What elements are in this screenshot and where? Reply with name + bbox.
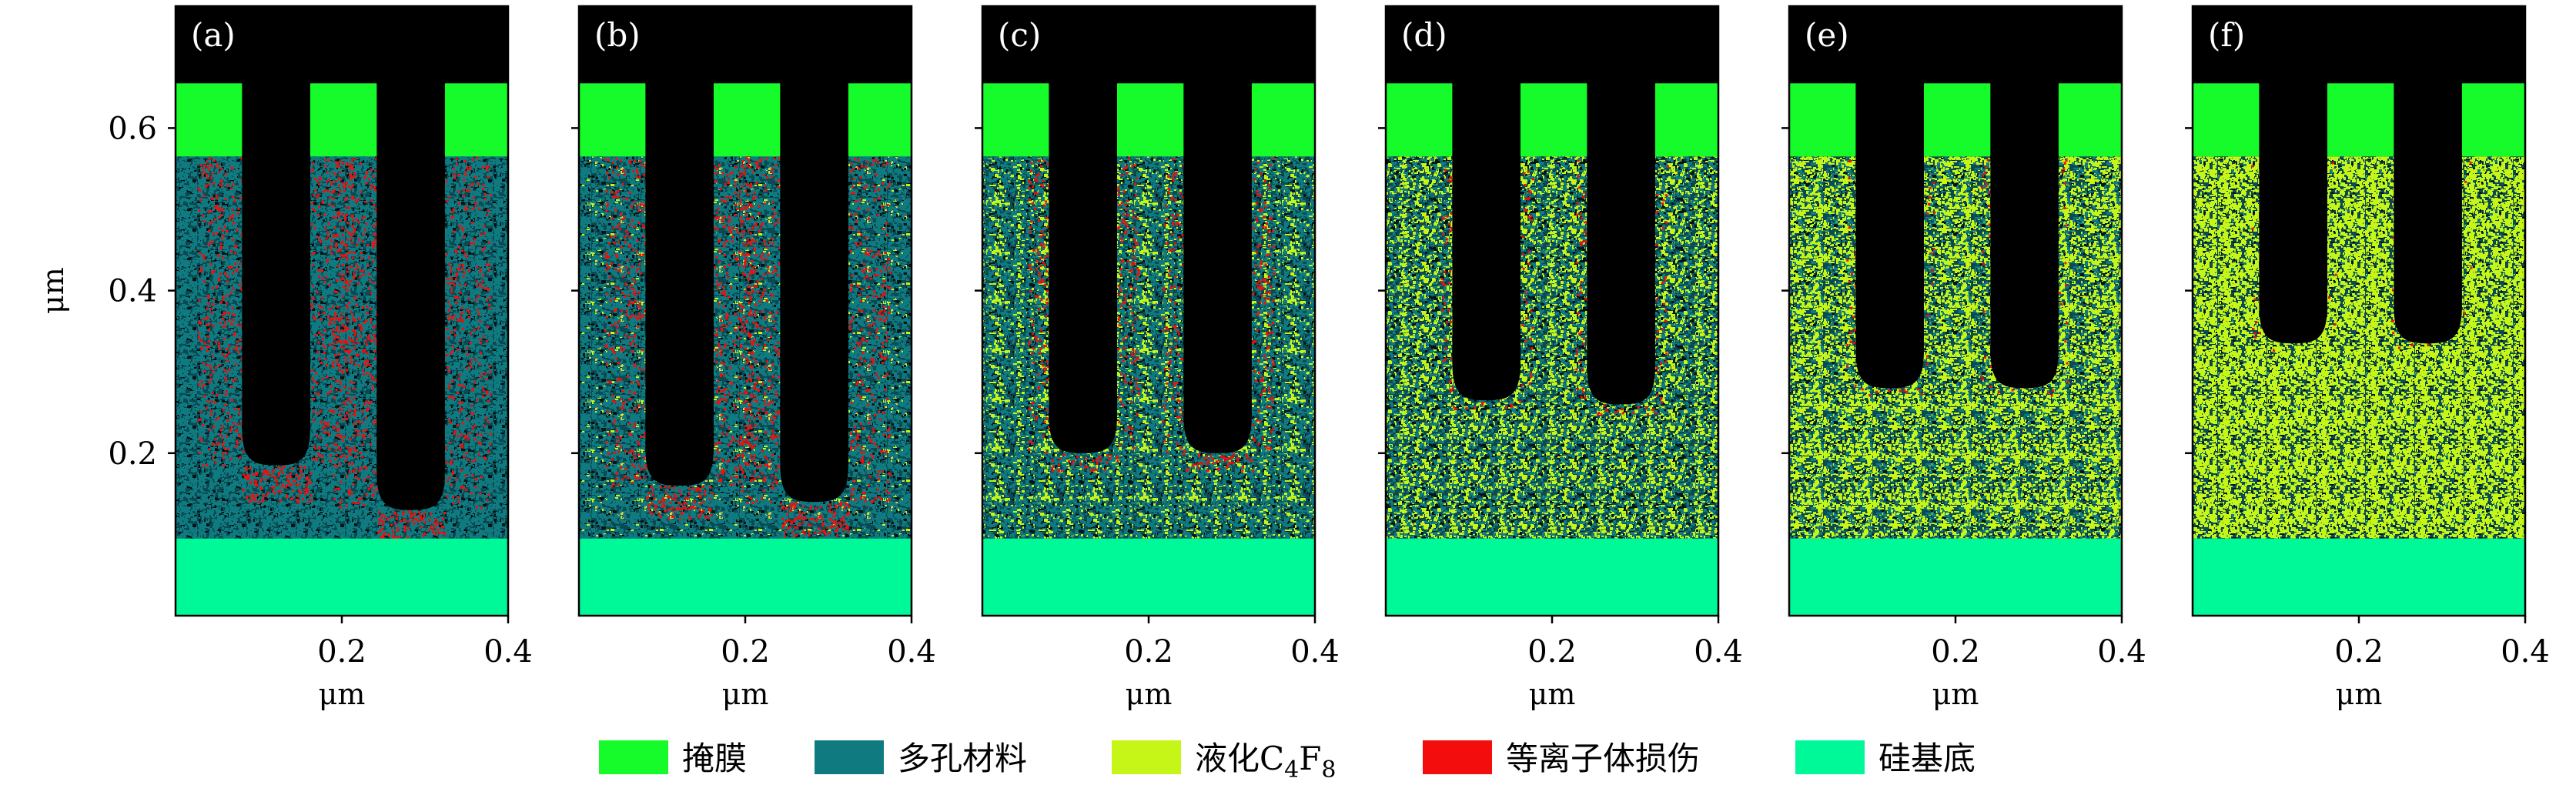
mask-block: [444, 83, 508, 157]
panel-c: (c): [975, 5, 1316, 623]
mask-block: [982, 83, 1049, 157]
x-tick-label: 0.2: [1931, 634, 1980, 670]
x-axis-label: μm: [1932, 677, 1979, 711]
panel-label: (f): [2208, 16, 2245, 54]
panel-f: (f): [2185, 5, 2527, 623]
panel-d: (d): [1378, 5, 1720, 623]
legend-swatch: [815, 740, 884, 774]
mask-block: [579, 83, 646, 157]
panel-e: (e): [1781, 5, 2123, 623]
panel-label: (b): [594, 16, 641, 54]
etched-trench: [645, 155, 714, 486]
mask-block: [1251, 83, 1315, 157]
porous-layer: [2193, 156, 2525, 539]
plasma-damage-dots: [1440, 159, 1669, 416]
legend-item-mask: 掩膜: [599, 740, 747, 777]
legend-label: 等离子体损伤: [1506, 740, 1700, 777]
x-tick-label: 0.4: [2097, 634, 2146, 670]
plasma-damage-dots: [1846, 159, 2069, 397]
substrate-layer: [176, 538, 508, 616]
y-axis-label: μm: [36, 267, 70, 314]
substrate-layer: [2193, 538, 2525, 616]
porous-layer: [1789, 156, 2122, 539]
x-tick-label: 0.4: [483, 634, 533, 670]
y-tick-label: 0.2: [108, 436, 157, 472]
panel-b: (b): [571, 5, 913, 623]
etched-trench: [1587, 155, 1655, 405]
y-tick-label: 0.4: [108, 274, 157, 309]
plasma-damage-dots: [604, 156, 892, 538]
x-tick-label: 0.4: [887, 634, 936, 670]
mask-block: [1923, 83, 1991, 157]
y-tick-label: 0.6: [108, 111, 157, 146]
mask-block: [1520, 83, 1587, 157]
x-tick-label: 0.2: [721, 634, 770, 670]
mask-block: [848, 83, 912, 157]
substrate-layer: [982, 538, 1315, 616]
etched-trench: [1452, 155, 1521, 401]
mask-block: [713, 83, 781, 157]
legend-swatch: [1112, 740, 1181, 774]
etched-trench: [780, 155, 848, 503]
legend-item-porous: 多孔材料: [815, 740, 1027, 777]
mask-block: [1116, 83, 1184, 157]
axis-labels-group: 0.2 0.4 0.6 0.2 0.4 μm 0.2 0.4 μm 0.2 0.4 μm 0.2 0.4 μ…: [36, 111, 2550, 711]
mask-block: [176, 83, 243, 157]
legend-swatch: [1795, 740, 1865, 774]
mask-block: [1654, 83, 1718, 157]
x-tick-label: 0.2: [1527, 634, 1577, 670]
mask-block: [1789, 83, 1856, 157]
x-tick-label: 0.2: [2334, 634, 2384, 670]
panel-label: (d): [1401, 16, 1447, 54]
legend-label: 硅基底: [1878, 740, 1975, 777]
panel-label: (e): [1805, 16, 1849, 54]
legend-label: 液化C4F8: [1195, 740, 1336, 783]
etched-trench: [1990, 155, 2059, 389]
substrate-layer: [1386, 538, 1718, 616]
substrate-layer: [1789, 538, 2122, 616]
x-axis-label: μm: [2336, 677, 2383, 711]
x-tick-label: 0.4: [1694, 634, 1743, 670]
mask-block: [2193, 83, 2260, 157]
porous-layer: [1386, 156, 1718, 539]
panel-label: (a): [191, 16, 236, 54]
etched-trench: [2394, 155, 2462, 344]
x-axis-label: μm: [1126, 677, 1173, 711]
legend: 掩膜 多孔材料 液化C4F8 等离子体损伤 硅基底: [599, 740, 1975, 783]
x-axis-label: μm: [722, 677, 769, 711]
x-tick-label: 0.4: [1290, 634, 1340, 670]
etched-trench: [1183, 155, 1252, 453]
legend-item-plasma_damage: 等离子体损伤: [1423, 740, 1700, 777]
x-axis-label: μm: [319, 677, 366, 711]
x-axis-label: μm: [1529, 677, 1576, 711]
mask-block: [2327, 83, 2394, 157]
legend-swatch: [1423, 740, 1492, 774]
mask-block: [2058, 83, 2122, 157]
x-tick-label: 0.2: [317, 634, 366, 670]
porous-layer: [982, 156, 1315, 539]
legend-item-substrate: 硅基底: [1795, 740, 1975, 777]
mask-block: [2461, 83, 2525, 157]
legend-item-liquid_c4f8: 液化C4F8: [1112, 740, 1336, 783]
etched-trench: [2259, 155, 2327, 344]
x-tick-label: 0.4: [2501, 634, 2550, 670]
mask-block: [309, 83, 377, 157]
panels-group: (a) (b) (c) (d) (e) (f): [168, 5, 2527, 623]
legend-label: 掩膜: [682, 740, 747, 777]
etched-trench: [242, 155, 310, 466]
panel-label: (c): [998, 16, 1041, 54]
substrate-layer: [579, 538, 912, 616]
panel-a: (a): [168, 5, 510, 623]
x-tick-label: 0.2: [1124, 634, 1173, 670]
etched-trench: [1049, 155, 1117, 453]
etched-trench: [1855, 155, 1924, 389]
etched-trench: [376, 155, 445, 510]
mask-block: [1386, 83, 1453, 157]
legend-label: 多孔材料: [898, 740, 1027, 777]
plasma-damage-dots: [1028, 157, 1276, 473]
legend-swatch: [599, 740, 668, 774]
